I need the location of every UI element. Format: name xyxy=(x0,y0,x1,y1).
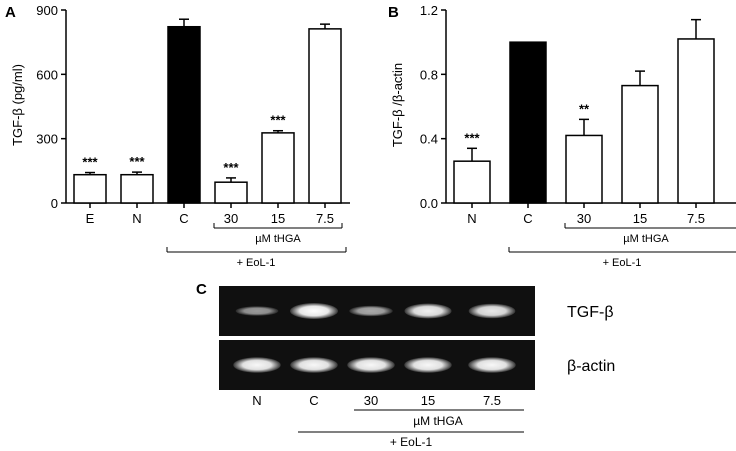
bar xyxy=(308,28,342,204)
gel-band xyxy=(233,357,281,373)
gel-lane-label: C xyxy=(309,393,318,408)
significance-marker: *** xyxy=(223,160,239,175)
gel-lane-labels: N C 30 15 7.5 xyxy=(252,393,501,408)
x-tick-label: E xyxy=(86,211,95,226)
x-tick-label: N xyxy=(132,211,141,226)
gel-rows: TGF-β β-actin xyxy=(219,286,615,390)
y-tick-label: 0 xyxy=(51,196,58,211)
significance-marker: *** xyxy=(270,113,286,128)
gel-band xyxy=(404,303,452,319)
y-tick-label: 300 xyxy=(36,132,58,147)
bar xyxy=(261,132,295,204)
gel-band xyxy=(235,306,279,316)
x-tick-label: 30 xyxy=(577,211,591,226)
bar xyxy=(167,25,201,204)
gel-lane-label: N xyxy=(252,393,261,408)
significance-marker: *** xyxy=(464,130,480,145)
panel-c: C TGF-β β-actin N C 30 15 7.5 µM tHGA + EoL-1 xyxy=(196,281,615,449)
panel-a-bars xyxy=(73,18,342,204)
panel-c-eol-label: + EoL-1 xyxy=(390,435,433,449)
gel-band xyxy=(468,303,516,319)
gel-band xyxy=(349,305,393,317)
bar xyxy=(73,173,107,204)
panel-a-bracket-eol: + EoL-1 xyxy=(166,247,347,269)
bar xyxy=(453,160,491,204)
gel-band xyxy=(290,303,338,319)
panel-b-eol-label: + EoL-1 xyxy=(603,257,642,269)
x-tick-label: 30 xyxy=(224,211,238,226)
panel-a-bracket-thga: µM tHGA xyxy=(213,223,343,245)
bar xyxy=(677,38,715,204)
gel-band xyxy=(468,357,516,373)
panel-b-letter: B xyxy=(388,4,399,21)
bar xyxy=(565,134,603,204)
y-tick-label: 0.0 xyxy=(420,196,438,211)
y-tick-label: 0.4 xyxy=(420,132,438,147)
x-tick-label: 7.5 xyxy=(687,211,705,226)
gel-row-label: TGF-β xyxy=(567,304,614,321)
x-tick-label: N xyxy=(467,211,476,226)
significance-marker: *** xyxy=(82,155,98,170)
panel-a-ylabel: TGF-β (pg/ml) xyxy=(10,64,25,146)
gel-lane-label: 30 xyxy=(364,393,378,408)
panel-a-eol-label: + EoL-1 xyxy=(237,257,276,269)
panel-b-bracket-thga: µM tHGA xyxy=(564,223,736,245)
x-tick-label: 15 xyxy=(633,211,647,226)
x-tick-label: 7.5 xyxy=(316,211,334,226)
bar xyxy=(509,41,547,204)
gel-lane-label: 15 xyxy=(421,393,435,408)
panel-a-axes: 0 300 600 900 xyxy=(36,3,350,211)
panel-c-thga-label: µM tHGA xyxy=(413,414,463,428)
gel-lane-label: 7.5 xyxy=(483,393,501,408)
y-tick-label: 0.8 xyxy=(420,67,438,82)
panel-a-letter: A xyxy=(5,4,16,21)
gel-band xyxy=(404,357,452,373)
panel-c-bracket-eol: + EoL-1 xyxy=(298,431,524,449)
gel-band xyxy=(347,357,395,373)
panel-b-ylabel: TGF-β /β-actin xyxy=(390,63,405,147)
panel-a-labels: *** E *** N C *** 30 *** 15 7.5 xyxy=(82,113,334,226)
panel-b-thga-label: µM tHGA xyxy=(623,233,669,245)
panel-b: B TGF-β /β-actin 0.0 0.4 0.8 1.2 *** N C ** 30 1… xyxy=(388,3,736,269)
y-tick-label: 900 xyxy=(36,3,58,18)
bar xyxy=(120,173,154,204)
significance-marker: *** xyxy=(129,154,145,169)
panel-b-bars xyxy=(453,18,715,204)
panel-a: A TGF-β (pg/ml) 0 300 600 900 *** E *** N C *** 3… xyxy=(5,3,350,269)
bar xyxy=(621,84,659,204)
bar xyxy=(214,181,248,204)
x-tick-label: C xyxy=(179,211,188,226)
panel-a-thga-label: µM tHGA xyxy=(255,233,301,245)
gel-band xyxy=(290,357,338,373)
panel-b-labels: *** N C ** 30 15 7.5 xyxy=(464,101,705,226)
gel-row-label: β-actin xyxy=(567,358,615,375)
panel-c-letter: C xyxy=(196,281,207,298)
significance-marker: ** xyxy=(579,101,590,116)
x-tick-label: 15 xyxy=(271,211,285,226)
x-tick-label: C xyxy=(523,211,532,226)
y-tick-label: 1.2 xyxy=(420,3,438,18)
panel-b-bracket-eol: + EoL-1 xyxy=(508,247,736,269)
y-tick-label: 600 xyxy=(36,67,58,82)
panel-c-bracket-thga: µM tHGA xyxy=(354,409,524,428)
